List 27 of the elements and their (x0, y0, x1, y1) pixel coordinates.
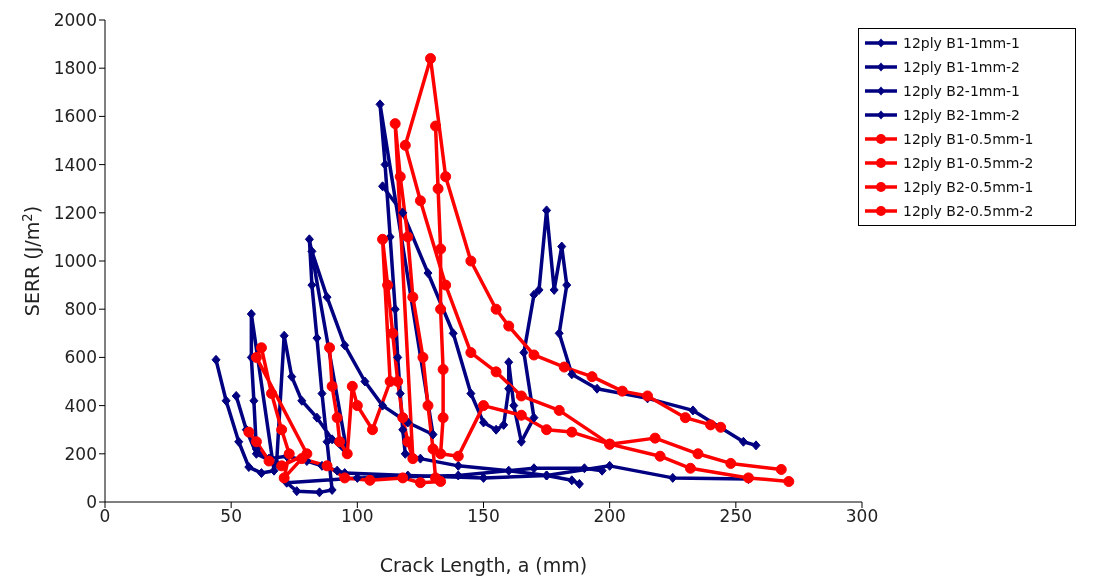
x-tick-label: 100 (341, 506, 374, 527)
legend-label: 12ply B2-0.5mm-2 (903, 202, 1034, 220)
legend-label: 12ply B1-0.5mm-2 (903, 154, 1034, 172)
y-tick-label: 1800 (53, 58, 97, 79)
x-tick-label: 150 (467, 506, 500, 527)
legend-label: 12ply B1-0.5mm-1 (903, 130, 1034, 148)
y-tick-label: 1600 (53, 106, 97, 127)
legend-label: 12ply B2-1mm-2 (903, 106, 1021, 124)
y-tick-label: 2000 (53, 10, 97, 31)
x-tick-label: 50 (220, 506, 242, 527)
y-tick-label: 600 (64, 347, 97, 368)
y-tick-label: 800 (64, 299, 97, 320)
legend-label: 12ply B2-1mm-1 (903, 82, 1021, 100)
legend-label: 12ply B1-1mm-2 (903, 58, 1021, 76)
x-axis-title: Crack Length, a (mm) (379, 554, 588, 576)
y-tick-label: 400 (64, 395, 97, 416)
x-tick-label: 0 (99, 506, 111, 527)
x-tick-label: 250 (719, 506, 753, 527)
y-tick-label: 200 (64, 443, 97, 464)
y-tick-label: 1200 (53, 202, 97, 223)
legend-label: 12ply B1-1mm-1 (903, 34, 1021, 52)
y-tick-label: 1400 (53, 154, 97, 175)
x-tick-label: 300 (845, 506, 879, 527)
y-tick-label: 1000 (53, 251, 97, 272)
y-tick-label: 0 (86, 492, 97, 513)
legend-label: 12ply B2-0.5mm-1 (903, 178, 1034, 196)
x-tick-label: 200 (593, 506, 626, 527)
